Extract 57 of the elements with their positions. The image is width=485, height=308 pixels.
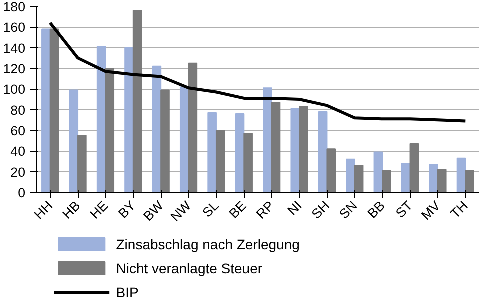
x-tick-label: ST [392,198,416,221]
y-tick-label: 100 [3,82,26,98]
y-tick-label: 20 [10,164,26,180]
line-series [48,22,468,123]
y-tick-label: 0 [18,186,26,200]
x-tick-label: BE [226,198,250,222]
bar [69,90,79,192]
bar [374,152,384,192]
bar [132,10,142,192]
x-tick-label: HH [31,198,56,222]
bar [78,135,87,192]
bar [326,148,336,192]
legend-label: Nicht veranlagte Steuer [116,260,263,276]
bar [263,88,272,192]
bar [208,112,217,192]
bar [180,86,190,192]
y-tick-label: 120 [3,62,26,76]
x-tick-label: TH [448,198,471,222]
x-tick-label: BW [140,198,167,224]
x-tick-label: HB [60,198,84,222]
bar [410,143,420,192]
x-tick-label: HE [87,198,112,222]
y-tick-label: 140 [3,40,26,56]
bar [216,130,226,192]
legend-label: Zinsabschlag nach Zerlegung [116,236,300,252]
y-tick-label: 60 [10,124,26,138]
x-tick-label: BY [116,198,139,222]
x-tick-label: MV [418,198,444,223]
bar [382,170,392,192]
bar [105,68,115,192]
x-tick-label: SN [336,198,360,222]
x-tick-label: BB [364,198,388,222]
x-tick-label: SL [200,198,222,220]
y-tick-label: 80 [10,102,26,118]
bar [271,102,281,192]
x-tick-label: SH [308,198,333,222]
bar [429,164,438,192]
bar [160,90,170,192]
bar [244,133,253,192]
x-tick-label: NW [168,198,194,224]
legend-label: BIP [116,284,139,300]
bar [290,108,300,192]
bar [437,169,447,192]
bar [346,158,356,192]
y-tick-label: 180 [3,0,26,14]
x-tick-label: NI [284,198,305,218]
y-tick-label: 40 [10,144,26,160]
bar [188,62,198,192]
bar [42,28,51,192]
bar [354,165,364,192]
bar [318,111,328,192]
bar [50,28,60,192]
bar [401,163,411,192]
x-tick-label: RP [253,198,278,222]
bar [299,106,308,192]
bar [465,170,474,192]
y-tick-label: 160 [3,20,26,36]
